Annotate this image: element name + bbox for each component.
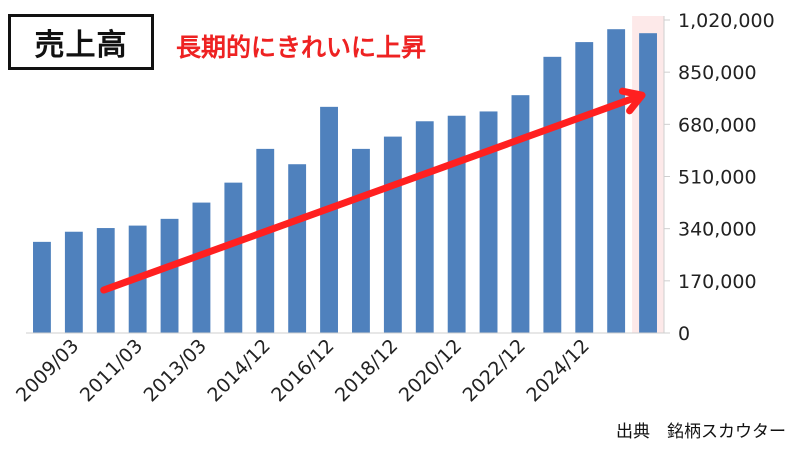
y-tick-label: 510,000 (678, 167, 757, 189)
bar-2017/12 (352, 148, 370, 333)
bar-2010/03 (96, 228, 115, 333)
x-tick-label: 2020/12 (395, 335, 466, 406)
chart-title: 売上高 (8, 14, 154, 70)
bar-2009/03 (64, 231, 83, 333)
trend-arrow-shaft (100, 93, 640, 294)
bar-2016/12 (320, 106, 338, 333)
bar-2020/12 (447, 115, 466, 333)
bar-2018/12 (383, 136, 402, 333)
y-tick-label: 850,000 (678, 62, 757, 84)
x-tick-label: 2024/12 (522, 335, 593, 406)
bar-2014/03 (224, 182, 243, 333)
bar-2025/12 (607, 29, 626, 334)
bar-2026/12 (639, 33, 657, 333)
x-tick-label: 2016/12 (267, 335, 338, 406)
x-tick-label: 2014/12 (203, 335, 274, 406)
y-tick-label: 340,000 (678, 219, 757, 241)
bar-2015/12 (288, 164, 307, 333)
trend-annotation: 長期的にきれいに上昇 (176, 33, 427, 62)
x-tick-label: 2013/03 (140, 335, 211, 406)
y-tick-label: 170,000 (678, 271, 757, 293)
bar-2013/03 (192, 202, 211, 333)
bar-2019/12 (415, 121, 434, 333)
y-tick-label: 680,000 (678, 114, 757, 136)
source-credit: 出典 銘柄スカウター (616, 422, 786, 442)
bar-2014/12 (256, 148, 275, 333)
x-tick-label: 2022/12 (459, 335, 530, 406)
x-tick-label: 2009/03 (12, 335, 83, 406)
bar-2023/12 (543, 56, 562, 334)
y-tick-label: 0 (678, 323, 690, 345)
bar-2024/12 (575, 42, 594, 333)
trend-arrow-head (618, 87, 646, 115)
bar-2022/12 (511, 95, 530, 334)
x-tick-label: 2018/12 (331, 335, 402, 406)
bar-2012/03 (160, 218, 179, 333)
bar-2008/03 (33, 241, 51, 333)
y-tick-label: 1,020,000 (678, 10, 775, 32)
bar-2021/12 (479, 111, 498, 333)
x-tick-label: 2011/03 (76, 335, 147, 406)
